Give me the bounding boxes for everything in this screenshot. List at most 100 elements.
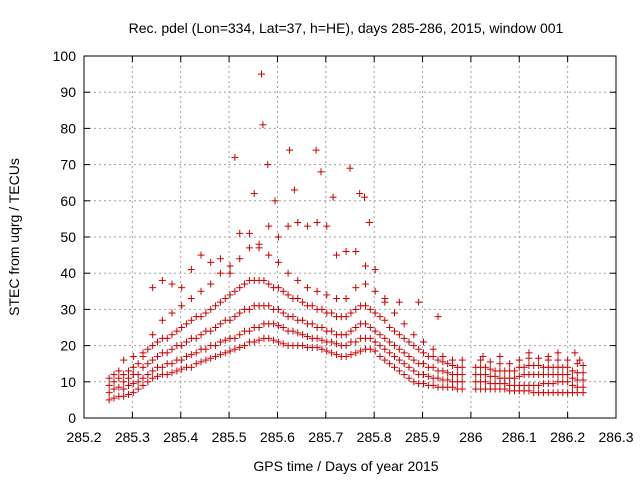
x-tick-label: 286.3 xyxy=(598,429,633,445)
data-point xyxy=(420,360,428,368)
data-point xyxy=(376,342,384,350)
data-point xyxy=(216,255,224,263)
data-point xyxy=(110,394,118,402)
data-point xyxy=(264,161,272,169)
data-point xyxy=(342,295,350,303)
data-point xyxy=(568,374,576,382)
data-point xyxy=(197,358,205,366)
data-point xyxy=(535,354,543,362)
data-point xyxy=(328,338,336,346)
y-tick-label: 100 xyxy=(53,48,77,64)
y-tick-label: 90 xyxy=(60,84,76,100)
data-point xyxy=(284,222,292,230)
data-point xyxy=(356,190,364,198)
axis-ticks: 285.2 285.3 285.4 285.5 285.6 285.7 285.8 285.9… xyxy=(53,48,634,445)
data-point xyxy=(120,371,128,379)
data-point xyxy=(535,362,543,370)
x-axis-title: GPS time / Days of year 2015 xyxy=(253,458,438,474)
data-point xyxy=(178,284,186,292)
data-point xyxy=(187,316,195,324)
data-point xyxy=(579,383,587,391)
data-point xyxy=(308,320,316,328)
data-point xyxy=(279,287,287,295)
data-point xyxy=(352,247,360,255)
data-point xyxy=(520,363,528,371)
data-point xyxy=(284,269,292,277)
x-tick-label: 286 xyxy=(459,429,483,445)
plot-frame xyxy=(83,55,617,419)
data-point xyxy=(371,338,379,346)
data-point xyxy=(154,338,162,346)
data-point xyxy=(168,345,176,353)
data-point xyxy=(342,352,350,360)
data-point xyxy=(342,331,350,339)
data-point xyxy=(226,291,234,299)
y-axis-title: STEC from uqrg / TECUs xyxy=(6,158,22,316)
data-point xyxy=(420,338,428,346)
data-point xyxy=(260,276,268,284)
data-point xyxy=(144,345,152,353)
data-point xyxy=(286,146,294,154)
data-point xyxy=(274,305,282,313)
data-point xyxy=(120,392,128,400)
data-point xyxy=(245,305,253,313)
data-point xyxy=(479,352,487,360)
data-point xyxy=(173,327,181,335)
data-point xyxy=(439,352,447,360)
data-point xyxy=(323,222,331,230)
x-tick-label: 285.7 xyxy=(308,429,343,445)
data-point xyxy=(366,324,374,331)
data-point xyxy=(313,343,321,351)
data-point xyxy=(129,363,137,371)
data-point xyxy=(346,164,354,172)
data-point xyxy=(274,284,282,292)
y-tick-label: 30 xyxy=(60,301,76,317)
data-point xyxy=(274,233,282,241)
data-point xyxy=(139,363,147,371)
data-point xyxy=(395,298,403,306)
data-point xyxy=(328,349,336,357)
data-point xyxy=(376,313,384,321)
data-point xyxy=(265,222,273,230)
y-tick-label: 80 xyxy=(60,120,76,136)
data-point xyxy=(400,349,408,357)
data-point xyxy=(202,345,210,353)
data-point xyxy=(554,349,562,357)
data-point xyxy=(207,258,215,266)
data-point xyxy=(410,367,418,375)
data-point xyxy=(371,266,379,274)
data-point xyxy=(395,345,403,353)
data-point xyxy=(250,190,258,198)
data-point xyxy=(207,305,215,313)
data-point xyxy=(265,251,273,259)
data-point xyxy=(168,369,176,377)
data-point xyxy=(554,356,562,364)
data-point xyxy=(115,383,123,391)
data-point xyxy=(510,374,518,382)
data-point xyxy=(434,313,442,321)
data-point xyxy=(429,363,437,371)
data-point xyxy=(347,351,355,359)
data-point xyxy=(124,390,132,398)
y-tick-label: 20 xyxy=(60,338,76,354)
data-point xyxy=(328,309,336,317)
data-point xyxy=(381,316,389,324)
data-point xyxy=(579,362,587,370)
data-point xyxy=(365,219,373,227)
data-point xyxy=(207,327,215,335)
data-point xyxy=(458,363,466,371)
data-point xyxy=(134,371,142,379)
data-point xyxy=(366,305,374,313)
data-point xyxy=(313,287,321,295)
data-point xyxy=(187,351,195,359)
data-point xyxy=(312,146,320,154)
data-point xyxy=(342,247,350,255)
data-point xyxy=(477,356,485,364)
data-point xyxy=(352,305,360,313)
data-point xyxy=(144,371,152,379)
data-point xyxy=(187,266,195,274)
data-point xyxy=(390,342,398,350)
data-point xyxy=(144,378,152,386)
data-point xyxy=(405,363,413,371)
data-point xyxy=(303,333,311,341)
